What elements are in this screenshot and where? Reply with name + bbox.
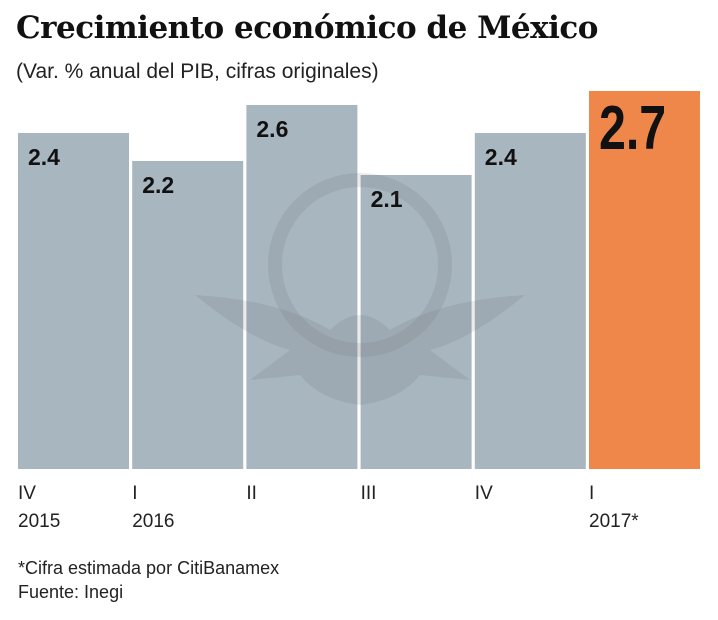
bar xyxy=(589,91,700,469)
chart-subtitle: (Var. % anual del PIB, cifras originales… xyxy=(16,60,379,83)
footnote: *Cifra estimada por CitiBanamex xyxy=(18,558,280,578)
x-tick-quarter: I xyxy=(132,483,137,504)
x-tick-quarter: IV xyxy=(18,483,36,504)
data-label: 2.2 xyxy=(142,172,174,198)
data-label: 2.6 xyxy=(256,116,288,142)
x-tick-quarter: III xyxy=(361,483,377,504)
bar xyxy=(474,133,586,469)
bar xyxy=(18,133,129,469)
source-note: Fuente: Inegi xyxy=(18,582,124,602)
bar xyxy=(246,105,358,469)
seal-watermark-icon xyxy=(268,173,452,357)
bar xyxy=(360,175,472,469)
x-tick-year: 2017* xyxy=(589,511,639,532)
x-tick-year: 2015 xyxy=(18,511,60,532)
x-tick-quarter: IV xyxy=(475,483,493,504)
x-tick-quarter: II xyxy=(246,483,257,504)
data-label: 2.4 xyxy=(485,144,517,170)
bar xyxy=(132,161,244,469)
data-label: 2.4 xyxy=(28,144,60,170)
data-label: 2.7 xyxy=(599,93,666,162)
chart-title: Crecimiento económico de México xyxy=(16,10,598,46)
x-tick-year: 2016 xyxy=(132,511,174,532)
x-tick-quarter: I xyxy=(589,483,594,504)
data-label: 2.1 xyxy=(371,186,403,212)
eagle-watermark-icon xyxy=(195,295,525,405)
